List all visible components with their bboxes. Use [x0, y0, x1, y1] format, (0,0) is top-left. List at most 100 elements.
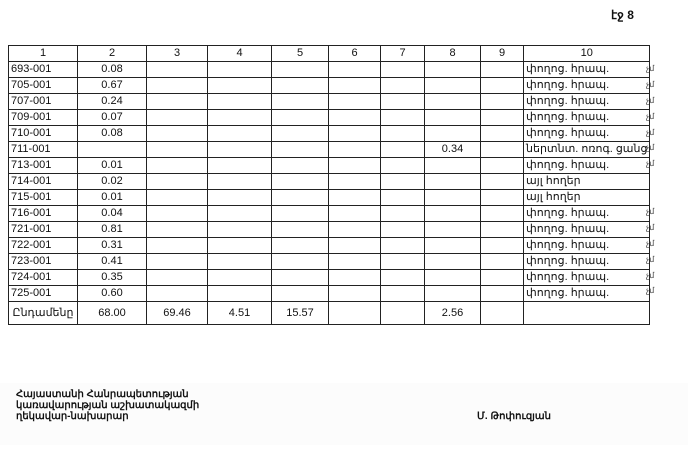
- table-cell: [380, 269, 425, 286]
- table-cell: փողոց. հրապ.: [522, 93, 651, 110]
- margin-mark: [646, 172, 654, 188]
- table-cell: [146, 253, 208, 270]
- margin-mark: չմ: [646, 143, 655, 153]
- table-cell: 0.60: [77, 285, 147, 302]
- signatory-line: ղեկավար-նախարար: [16, 411, 129, 422]
- table-cell: [380, 189, 425, 206]
- table-cell: [271, 237, 329, 254]
- table-cell: [380, 93, 425, 110]
- table-cell: 68.00: [77, 301, 147, 325]
- table-cell: [480, 157, 524, 174]
- table-cell: [480, 205, 524, 222]
- table-cell: 0.35: [77, 269, 147, 286]
- header-row: 1 2 3 4 5 6 7 8 9 10: [8, 45, 651, 62]
- table-cell: [146, 61, 208, 78]
- table-cell: [271, 61, 329, 78]
- table-cell: [424, 253, 481, 270]
- table-cell: [424, 285, 481, 302]
- table-cell: [146, 77, 208, 94]
- table-cell: [380, 285, 425, 302]
- table-cell: [207, 173, 272, 190]
- table-cell: [380, 221, 425, 238]
- table-cell: [146, 221, 208, 238]
- column-header: 5: [271, 45, 329, 62]
- table-cell: [380, 157, 425, 174]
- table-cell: [146, 205, 208, 222]
- table-cell: 0.04: [77, 205, 147, 222]
- column-header: 9: [480, 45, 524, 62]
- table-cell: [480, 61, 524, 78]
- table-cell: 0.81: [77, 221, 147, 238]
- land-table: 1 2 3 4 5 6 7 8 9 10 693-001 0.08 փողոց. հրապ. 705-0…: [8, 45, 651, 325]
- signatory-name: Մ. Թոփուզյան: [477, 411, 551, 422]
- table-cell: [424, 125, 481, 142]
- table-cell: [328, 285, 381, 302]
- table-cell: 713-001: [8, 157, 78, 174]
- margin-mark: չմ: [646, 238, 655, 248]
- table-cell: [271, 285, 329, 302]
- table-cell: [480, 189, 524, 206]
- margin-mark: չմ: [646, 79, 655, 89]
- table-cell: ներտնտ. ոռոգ. ցանց: [522, 141, 651, 158]
- table-cell: [271, 205, 329, 222]
- table-cell: [480, 141, 524, 158]
- table-cell: փողոց. հրապ.: [522, 109, 651, 126]
- table-cell: 15.57: [271, 301, 329, 325]
- table-cell: [522, 301, 651, 325]
- table-cell: 2.56: [424, 301, 481, 325]
- table-cell: 715-001: [8, 189, 78, 206]
- table-row: 721-001 0.81 փողոց. հրապ.: [8, 221, 651, 238]
- table-cell: Ընդամենը: [8, 301, 78, 325]
- table-cell: 725-001: [8, 285, 78, 302]
- table-cell: փողոց. հրապ.: [522, 285, 651, 302]
- margin-mark: չմ: [646, 254, 655, 264]
- table-cell: փողոց. հրապ.: [522, 61, 651, 78]
- table-cell: 0.34: [424, 141, 481, 158]
- table-cell: [207, 285, 272, 302]
- table-cell: [328, 93, 381, 110]
- table-cell: 716-001: [8, 205, 78, 222]
- table-cell: [328, 109, 381, 126]
- table-cell: [207, 77, 272, 94]
- table-cell: [271, 253, 329, 270]
- table-cell: [271, 109, 329, 126]
- table-cell: [207, 157, 272, 174]
- table-cell: [328, 125, 381, 142]
- table-cell: [424, 269, 481, 286]
- table-cell: 710-001: [8, 125, 78, 142]
- table-cell: [424, 61, 481, 78]
- column-header: 6: [328, 45, 381, 62]
- table-cell: [271, 77, 329, 94]
- table-row: 710-001 0.08 փողոց. հրապ.: [8, 125, 651, 142]
- column-header: 7: [380, 45, 425, 62]
- table-cell: փողոց. հրապ.: [522, 205, 651, 222]
- table-cell: [480, 221, 524, 238]
- table-row: 705-001 0.67 փողոց. հրապ.: [8, 77, 651, 94]
- table-cell: [424, 157, 481, 174]
- margin-mark: չմ: [646, 207, 655, 217]
- column-header: 8: [424, 45, 481, 62]
- table-cell: [480, 77, 524, 94]
- table-row: 715-001 0.01 այլ հողեր: [8, 189, 651, 206]
- total-row: Ընդամենը 68.00 69.46 4.51 15.57 2.56: [8, 301, 651, 325]
- table-cell: այլ հողեր: [522, 189, 651, 206]
- table-cell: 0.67: [77, 77, 147, 94]
- table-cell: փողոց. հրապ.: [522, 221, 651, 238]
- table-cell: 721-001: [8, 221, 78, 238]
- column-header: 10: [522, 45, 651, 62]
- table-cell: [424, 77, 481, 94]
- table-cell: [380, 253, 425, 270]
- table-cell: [380, 141, 425, 158]
- table-cell: [271, 173, 329, 190]
- table-cell: 711-001: [8, 141, 78, 158]
- table-cell: [328, 301, 381, 325]
- column-header: 2: [77, 45, 147, 62]
- table-cell: 0.41: [77, 253, 147, 270]
- table-cell: [328, 269, 381, 286]
- table-cell: 0.24: [77, 93, 147, 110]
- table-cell: փողոց. հրապ.: [522, 253, 651, 270]
- margin-mark: չմ: [646, 127, 655, 137]
- table-cell: [207, 221, 272, 238]
- table-cell: [424, 93, 481, 110]
- table-cell: [480, 301, 524, 325]
